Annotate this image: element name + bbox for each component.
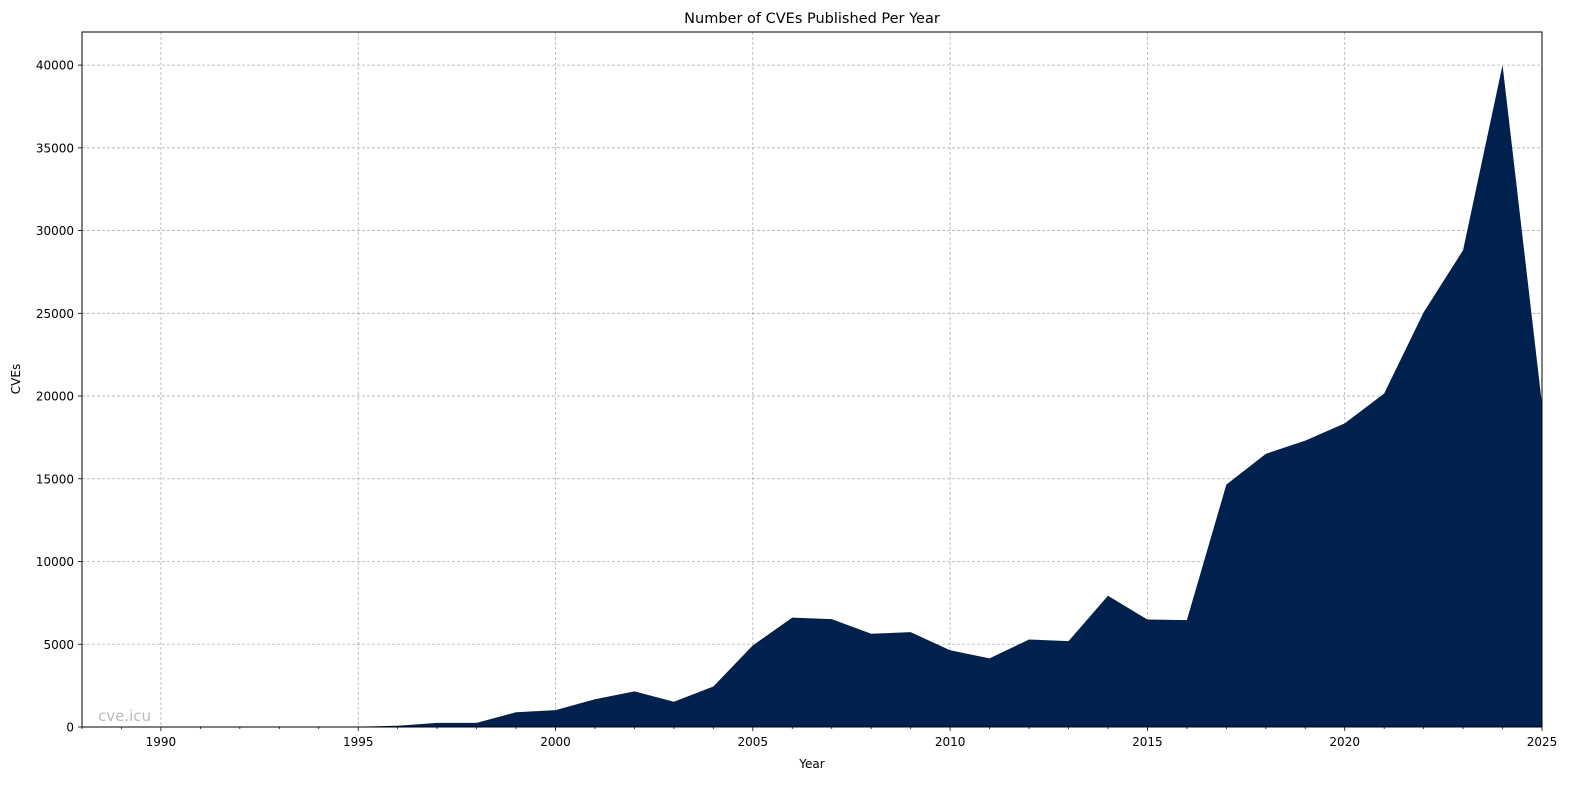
y-axis-title: CVEs	[9, 364, 23, 394]
y-tick-label: 25000	[36, 307, 74, 321]
y-tick-label: 5000	[43, 638, 74, 652]
chart-title: Number of CVEs Published Per Year	[684, 11, 940, 27]
y-tick-label: 40000	[36, 59, 74, 73]
y-tick-label: 15000	[36, 472, 74, 486]
y-tick-label: 0	[66, 721, 74, 735]
x-axis-title: Year	[798, 757, 824, 771]
x-tick-label: 2020	[1329, 735, 1360, 749]
x-tick-label: 2010	[935, 735, 966, 749]
plot-frame	[81, 31, 1543, 728]
y-tick-label: 10000	[36, 555, 74, 569]
series-area	[82, 64, 1542, 728]
y-tick-label: 30000	[36, 224, 74, 238]
x-tick-label: 2005	[738, 735, 769, 749]
x-tick-label: 1990	[146, 735, 177, 749]
x-tick-label: 2025	[1527, 735, 1558, 749]
y-axis: 0 5000 10000 15000 20000 25000 30000 35000 40000	[36, 59, 82, 735]
x-tick-label: 2000	[540, 735, 571, 749]
x-axis: 1990 1995 2000 2005 2010 2015 2020 2025	[81, 727, 1558, 749]
x-tick-label: 1995	[343, 735, 374, 749]
watermark-text: cve.icu	[98, 707, 151, 725]
y-tick-label: 35000	[36, 141, 74, 155]
y-tick-label: 20000	[36, 390, 74, 404]
x-tick-label: 2015	[1132, 735, 1163, 749]
